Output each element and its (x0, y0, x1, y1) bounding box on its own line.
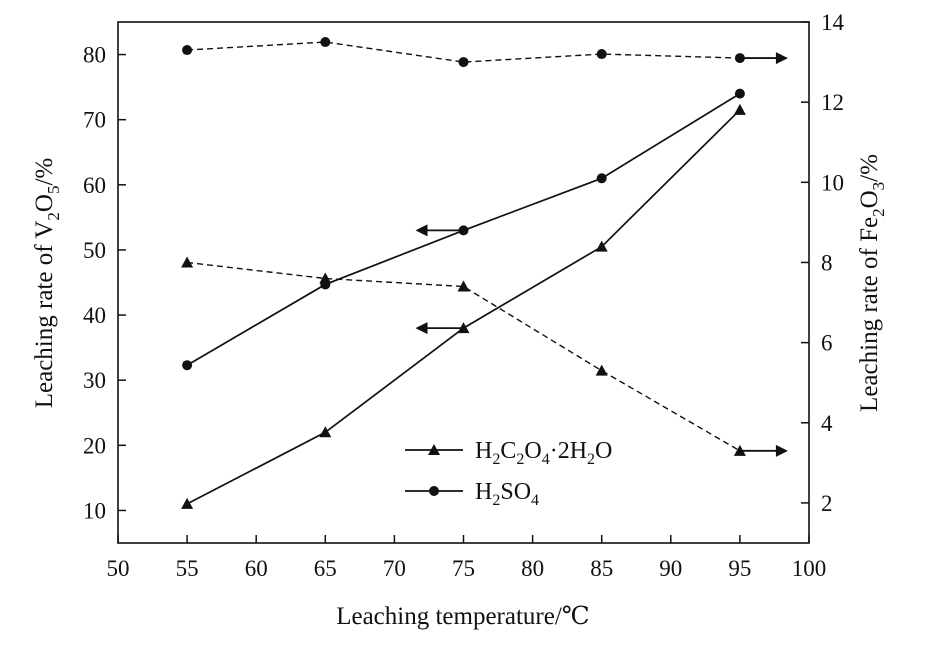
legend-entry-0: H2C2O4·2H2O (405, 438, 612, 468)
x-tick-label: 100 (792, 556, 827, 581)
series-3-point (458, 57, 469, 68)
x-tick-label: 50 (107, 556, 130, 581)
x-tick-label: 55 (176, 556, 199, 581)
series-2-point (319, 272, 332, 284)
x-tick-label: 90 (659, 556, 682, 581)
x-tick-label: 80 (521, 556, 544, 581)
series-1-point (182, 360, 193, 371)
y-left-tick-label: 20 (83, 433, 106, 458)
series-3-point (320, 37, 331, 48)
y-right-tick-label: 2 (821, 491, 833, 516)
y-right-tick-label: 14 (821, 10, 845, 35)
legend-marker (429, 486, 439, 496)
series-2-point (181, 256, 194, 268)
annotation-arrow-left (415, 322, 464, 335)
y-left-tick-label: 30 (83, 368, 106, 393)
y-right-tick-label: 10 (821, 170, 844, 195)
series-0-point (733, 103, 746, 115)
legend-label: H2SO4 (475, 479, 539, 509)
annotation-arrow-right (739, 444, 788, 457)
series-3-point (596, 49, 607, 60)
y-left-tick-label: 60 (83, 173, 106, 198)
x-tick-label: 65 (314, 556, 337, 581)
series-2-point (595, 364, 608, 376)
y-right-tick-label: 6 (821, 331, 833, 356)
y-left-tick-label: 40 (83, 303, 106, 328)
annotation-arrow-right (739, 52, 788, 65)
series-1-point (734, 88, 745, 99)
y-axis-title-right: Leaching rate of Fe2O3/% (856, 154, 888, 412)
y-axis-title-left: Leaching rate of V2O5/% (31, 158, 63, 409)
legend: H2C2O4·2H2O H2SO4 (405, 438, 612, 509)
y-right-tick-label: 8 (821, 250, 833, 275)
legend-marker (428, 444, 440, 455)
series-line-0 (186, 109, 741, 505)
y-right-tick-label: 4 (821, 411, 833, 436)
series-1-point (596, 173, 607, 184)
x-axis-title: Leaching temperature/℃ (336, 603, 590, 630)
series-0-point (595, 240, 608, 252)
series-3-point (182, 45, 193, 56)
x-tick-label: 70 (383, 556, 406, 581)
x-tick-label: 60 (245, 556, 268, 581)
x-tick-label: 75 (452, 556, 475, 581)
y-right-tick-label: 12 (821, 90, 844, 115)
series-2-point (457, 280, 470, 292)
y-left-tick-label: 50 (83, 238, 106, 263)
y-left-tick-label: 10 (83, 498, 106, 523)
series-line-3 (187, 41, 740, 63)
series-line-2 (187, 261, 741, 452)
annotation-arrow-left (415, 224, 464, 237)
legend-label: H2C2O4·2H2O (475, 438, 612, 468)
x-tick-label: 85 (590, 556, 613, 581)
annotation-layer (415, 52, 788, 457)
legend-entry-1: H2SO4 (405, 479, 539, 509)
x-tick-label: 95 (728, 556, 751, 581)
series-0-point (181, 497, 194, 509)
ticks: 50 55 60 65 70 75 80 85 90 95 100 10 20 30 40 50 60 70 80 2… (83, 10, 845, 581)
y-left-tick-label: 80 (83, 43, 106, 68)
series-layer (181, 37, 746, 509)
series-0-point (319, 426, 332, 438)
y-left-tick-label: 70 (83, 108, 106, 133)
